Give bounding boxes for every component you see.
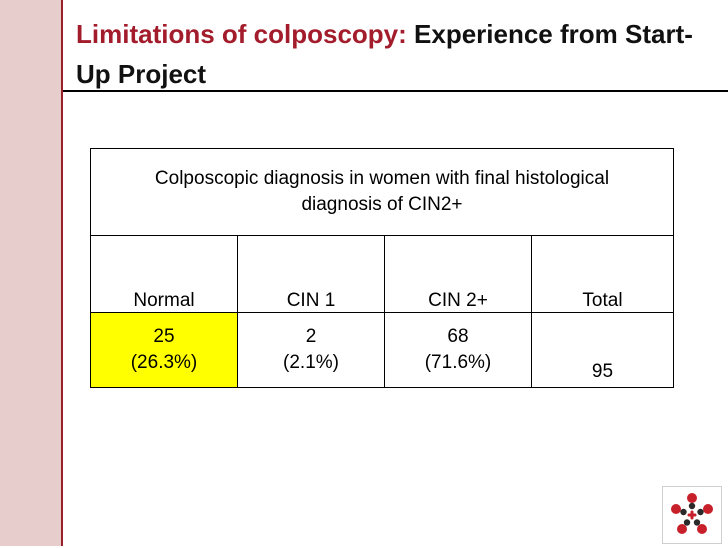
side-bar-border [61, 0, 63, 546]
header-cin2plus: CIN 2+ [384, 235, 532, 313]
header-normal: Normal [90, 235, 238, 313]
title-accent: Limitations of colposcopy: [76, 19, 407, 49]
table-caption-line-1: Colposcopic diagnosis in women with fina… [154, 168, 610, 189]
cell-total: 95 [531, 312, 674, 388]
cell-cin1: 2 (2.1%) [237, 312, 385, 388]
logo-graphic [671, 493, 713, 534]
table-caption-cell: Colposcopic diagnosis in women with fina… [90, 148, 674, 236]
caption-row: Colposcopic diagnosis in women with fina… [90, 148, 674, 236]
percent-cin2plus: (71.6%) [424, 352, 492, 373]
diagnosis-table: Colposcopic diagnosis in women with fina… [90, 148, 674, 388]
value-row: 25 (26.3%) 2 (2.1%) 68 (71.6%) 95 [90, 312, 674, 388]
cell-normal: 25 (26.3%) [90, 312, 238, 388]
header-total: Total [531, 235, 674, 313]
organization-logo-icon [662, 486, 722, 544]
count-cin1: 2 [305, 326, 317, 347]
slide-title: Limitations of colposcopy: Experience fr… [76, 14, 706, 94]
count-normal: 25 [153, 326, 175, 347]
title-rest: Experience from Start-Up Project [76, 19, 693, 89]
table-caption-line-2: diagnosis of CIN2+ [301, 194, 463, 215]
cell-cin2plus: 68 (71.6%) [384, 312, 532, 388]
column-header-row: Normal CIN 1 CIN 2+ Total [90, 235, 674, 313]
count-cin2plus: 68 [447, 326, 469, 347]
title-divider [63, 90, 728, 92]
percent-cin1: (2.1%) [283, 352, 339, 373]
decorative-side-bar [0, 0, 61, 546]
percent-normal: (26.3%) [130, 352, 198, 373]
header-cin1: CIN 1 [237, 235, 385, 313]
count-total: 95 [591, 361, 614, 382]
